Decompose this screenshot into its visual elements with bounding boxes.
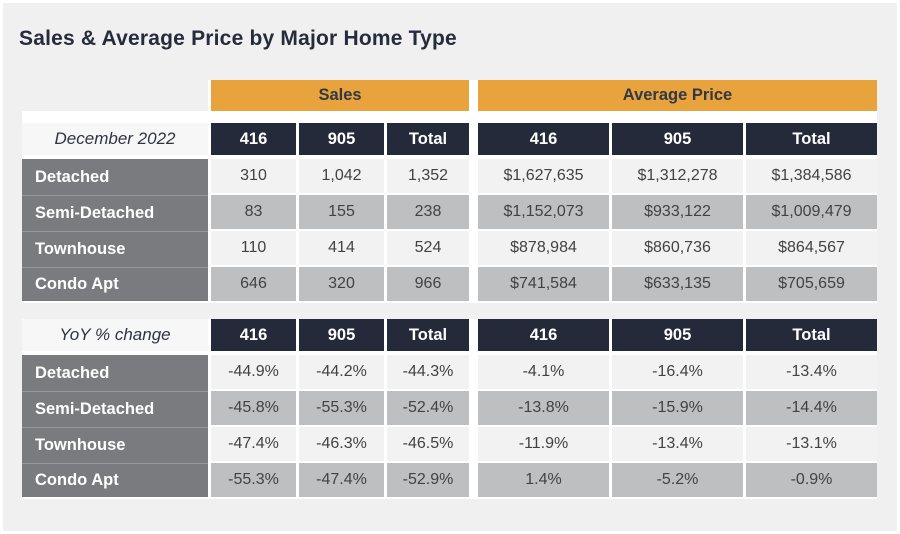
section-december-2022: December 2022 416 905 Total 416 905 Tota… [22, 123, 877, 303]
cell-sales-total: 1,352 [387, 159, 469, 193]
row-label: Semi-Detached [22, 195, 208, 231]
table-row-townhouse: Townhouse 110 414 524 $878,984 $860,736 … [22, 231, 877, 267]
col-header-sales-905: 905 [299, 319, 384, 351]
table-row-semi-detached-yoy: Semi-Detached -45.8% -55.3% -52.4% -13.8… [22, 391, 877, 427]
table-row-detached-yoy: Detached -44.9% -44.2% -44.3% -4.1% -16.… [22, 355, 877, 391]
page-title: Sales & Average Price by Major Home Type [19, 27, 457, 50]
cell-price-total: $1,009,479 [746, 195, 877, 229]
cell-sales-416: -47.4% [211, 427, 296, 461]
cell-sales-total: -44.3% [387, 355, 469, 389]
cell-sales-total: 966 [387, 267, 469, 301]
cell-sales-905: -47.4% [299, 463, 384, 497]
row-label: Condo Apt [22, 463, 208, 497]
col-header-sales-905: 905 [299, 123, 384, 155]
cell-sales-905: 155 [299, 195, 384, 229]
cell-price-905: $633,135 [612, 267, 743, 301]
cell-sales-416: 646 [211, 267, 296, 301]
spacer [22, 111, 877, 123]
cell-price-905: $933,122 [612, 195, 743, 229]
cell-sales-416: 310 [211, 159, 296, 193]
cell-price-416: -11.9% [478, 427, 609, 461]
row-label: Semi-Detached [22, 391, 208, 427]
col-header-price-416: 416 [478, 319, 609, 351]
col-header-price-total: Total [746, 319, 877, 351]
row-label: Condo Apt [22, 267, 208, 301]
cell-sales-416: -44.9% [211, 355, 296, 389]
cell-price-416: $1,152,073 [478, 195, 609, 229]
cell-price-905: -16.4% [612, 355, 743, 389]
col-header-sales-416: 416 [211, 123, 296, 155]
cell-sales-total: -52.9% [387, 463, 469, 497]
col-header-price-416: 416 [478, 123, 609, 155]
average-price-group-header: Average Price [478, 80, 877, 111]
col-header-price-total: Total [746, 123, 877, 155]
cell-sales-416: 83 [211, 195, 296, 229]
section-label-yoy-change: YoY % change [22, 319, 208, 351]
home-type-table: Sales Average Price December 2022 416 90… [22, 80, 877, 499]
cell-price-total: -13.1% [746, 427, 877, 461]
cell-price-905: -13.4% [612, 427, 743, 461]
cell-price-total: $864,567 [746, 231, 877, 265]
cell-price-total: $1,384,586 [746, 159, 877, 193]
cell-sales-total: -46.5% [387, 427, 469, 461]
cell-price-416: $741,584 [478, 267, 609, 301]
table-row-condo-apt: Condo Apt 646 320 966 $741,584 $633,135 … [22, 267, 877, 303]
cell-price-905: $860,736 [612, 231, 743, 265]
table-row-semi-detached: Semi-Detached 83 155 238 $1,152,073 $933… [22, 195, 877, 231]
cell-price-416: -13.8% [478, 391, 609, 425]
section-yoy-change: YoY % change 416 905 Total 416 905 Total… [22, 319, 877, 499]
cell-sales-905: 320 [299, 267, 384, 301]
table-row-detached: Detached 310 1,042 1,352 $1,627,635 $1,3… [22, 159, 877, 195]
col-header-sales-total: Total [387, 123, 469, 155]
cell-sales-total: 524 [387, 231, 469, 265]
column-header-row: YoY % change 416 905 Total 416 905 Total [22, 319, 877, 351]
col-header-price-905: 905 [612, 123, 743, 155]
cell-price-905: -15.9% [612, 391, 743, 425]
table-row-condo-apt-yoy: Condo Apt -55.3% -47.4% -52.9% 1.4% -5.2… [22, 463, 877, 499]
report-card: Sales & Average Price by Major Home Type… [3, 3, 897, 531]
section-label-december-2022: December 2022 [22, 123, 208, 155]
cell-price-416: -4.1% [478, 355, 609, 389]
cell-price-total: -13.4% [746, 355, 877, 389]
cell-sales-416: -55.3% [211, 463, 296, 497]
col-header-sales-total: Total [387, 319, 469, 351]
sales-group-header: Sales [211, 80, 469, 111]
col-header-price-905: 905 [612, 319, 743, 351]
section-divider [22, 303, 877, 319]
cell-sales-905: 414 [299, 231, 384, 265]
spacer [22, 155, 877, 159]
cell-sales-905: -55.3% [299, 391, 384, 425]
group-header-row: Sales Average Price [22, 80, 877, 111]
spacer [22, 351, 877, 355]
cell-price-905: $1,312,278 [612, 159, 743, 193]
cell-sales-905: -44.2% [299, 355, 384, 389]
cell-sales-416: -45.8% [211, 391, 296, 425]
table-row-townhouse-yoy: Townhouse -47.4% -46.3% -46.5% -11.9% -1… [22, 427, 877, 463]
cell-price-total: -14.4% [746, 391, 877, 425]
cell-price-905: -5.2% [612, 463, 743, 497]
cell-price-416: 1.4% [478, 463, 609, 497]
cell-sales-905: -46.3% [299, 427, 384, 461]
col-header-sales-416: 416 [211, 319, 296, 351]
row-label: Detached [22, 159, 208, 195]
cell-price-total: $705,659 [746, 267, 877, 301]
cell-price-416: $1,627,635 [478, 159, 609, 193]
group-header-spacer [22, 80, 208, 111]
row-label: Townhouse [22, 427, 208, 463]
cell-price-416: $878,984 [478, 231, 609, 265]
row-label: Townhouse [22, 231, 208, 267]
cell-sales-905: 1,042 [299, 159, 384, 193]
column-header-row: December 2022 416 905 Total 416 905 Tota… [22, 123, 877, 155]
row-label: Detached [22, 355, 208, 391]
cell-sales-416: 110 [211, 231, 296, 265]
cell-sales-total: -52.4% [387, 391, 469, 425]
cell-sales-total: 238 [387, 195, 469, 229]
cell-price-total: -0.9% [746, 463, 877, 497]
